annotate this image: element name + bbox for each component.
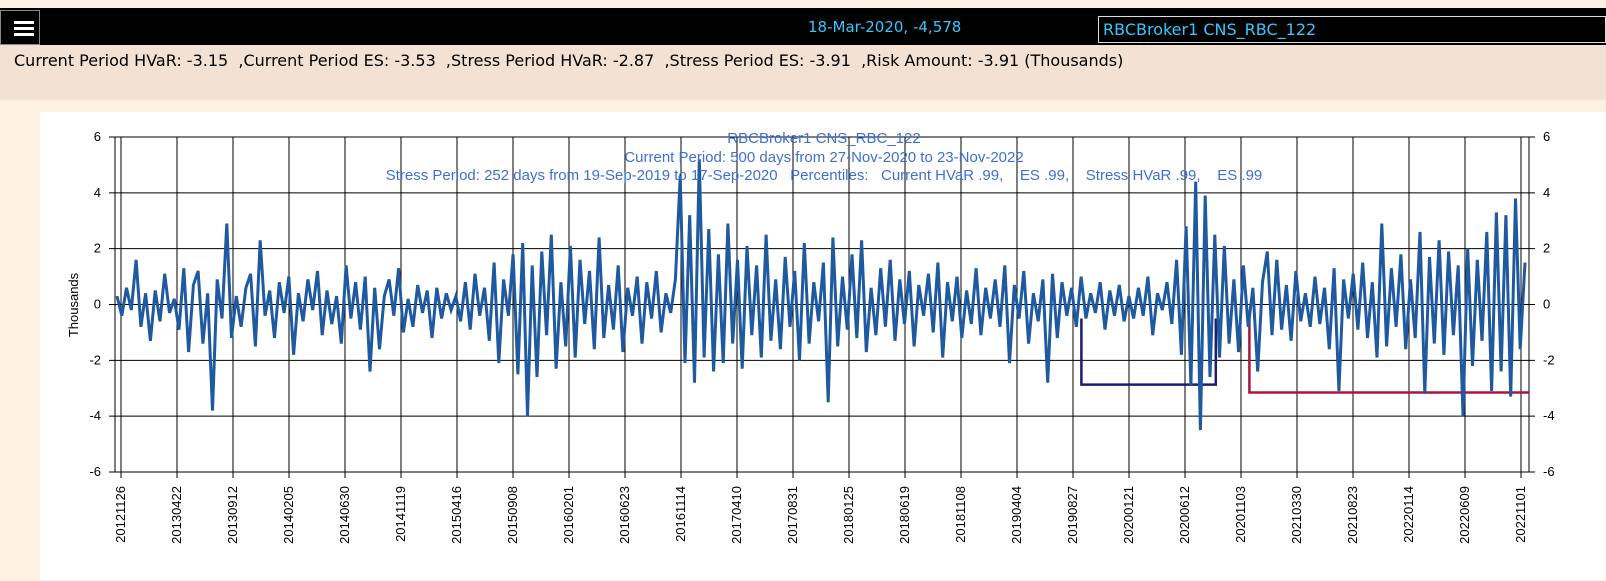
- y-tick-label-right: -6: [1543, 464, 1555, 479]
- chart-panel: 6 6 4 4 2 2 0 0 -2 -2 -4 -4 -6 -6 20121126 20130422 2013…: [40, 112, 1606, 580]
- x-tick-label: 20121126: [113, 486, 128, 543]
- y-tick-label: 6: [94, 129, 101, 144]
- x-tick-label: 20150416: [449, 486, 464, 544]
- series-line: [115, 159, 1527, 431]
- x-tick-label: 20200121: [1121, 486, 1136, 544]
- chart-selector-field[interactable]: RBCBroker1 CNS_RBC_122: [1098, 16, 1606, 43]
- y-tick-label-right: -4: [1543, 408, 1555, 423]
- risk-summary-bar: Current Period HVaR: -3.15 ,Current Peri…: [0, 45, 1606, 100]
- top-toolbar: 18-Mar-2020, -4,578 RBCBroker1 CNS_RBC_1…: [0, 8, 1606, 45]
- x-tick-label: 20180619: [897, 486, 912, 544]
- x-tick-label: 20160623: [617, 486, 632, 544]
- x-tick-label: 20160201: [561, 486, 576, 544]
- risk-summary-text: Current Period HVaR: -3.15 ,Current Peri…: [14, 51, 1124, 70]
- y-axis-label: Thousands: [66, 272, 81, 337]
- x-tick-label: 20130912: [225, 486, 240, 544]
- x-tick-label: 20201103: [1233, 486, 1248, 543]
- y-tick-label: 2: [94, 241, 101, 256]
- x-tick-label: 20220609: [1457, 486, 1472, 544]
- chart-svg: 6 6 4 4 2 2 0 0 -2 -2 -4 -4 -6 -6 20121126 20130422 2013…: [66, 129, 1555, 544]
- y-tick-label: -4: [89, 408, 101, 423]
- series-layer: [115, 159, 1527, 431]
- y-tick-label-right: -2: [1543, 352, 1555, 367]
- y-tick-label: -2: [89, 352, 101, 367]
- x-tick-label: 20170831: [785, 486, 800, 544]
- x-tick-label: 20180125: [841, 486, 856, 544]
- x-tick-label: 20150908: [505, 486, 520, 544]
- x-tick-label: 20210823: [1345, 486, 1360, 544]
- hamburger-menu-icon[interactable]: [0, 10, 40, 45]
- x-tick-label: 20170410: [729, 486, 744, 544]
- y-tick-label: -6: [89, 464, 101, 479]
- axis-layer: 6 6 4 4 2 2 0 0 -2 -2 -4 -4 -6 -6 20121126 20130422 2013…: [89, 129, 1554, 544]
- x-tick-label: 20220114: [1401, 486, 1416, 543]
- x-tick-label: 20140205: [281, 486, 296, 544]
- y-tick-label-right: 2: [1543, 241, 1550, 256]
- y-tick-label-right: 0: [1543, 297, 1550, 312]
- hover-value-readout: 18-Mar-2020, -4,578: [808, 18, 962, 36]
- y-tick-label-right: 4: [1543, 185, 1550, 200]
- x-tick-label: 20210330: [1289, 486, 1304, 544]
- y-tick-label: 4: [94, 185, 101, 200]
- stress-hvar-bracket: [1080, 318, 1218, 386]
- x-tick-label: 20190827: [1065, 486, 1080, 544]
- x-tick-label: 20161114: [673, 486, 688, 542]
- y-tick-label-right: 6: [1543, 129, 1550, 144]
- y-tick-label: 0: [94, 297, 101, 312]
- current-hvar-bracket: [1248, 318, 1529, 394]
- x-tick-label: 20190404: [1009, 486, 1024, 544]
- chart-title: RBCBroker1 CNS_RBC_122: [727, 130, 920, 147]
- chart-subtitle-2: Stress Period: 252 days from 19-Sep-2019…: [386, 167, 1263, 184]
- x-tick-label: 20221101: [1513, 486, 1528, 543]
- x-tick-label: 20140630: [337, 486, 352, 544]
- chart-subtitle-1: Current Period: 500 days from 27-Nov-202…: [624, 149, 1023, 166]
- var-brackets: [1080, 318, 1529, 394]
- x-tick-label: 20130422: [169, 486, 184, 544]
- x-tick-label: 20141119: [393, 486, 408, 542]
- x-tick-label: 20181108: [953, 486, 968, 543]
- x-tick-label: 20200612: [1177, 486, 1192, 544]
- plot-frame: [114, 136, 1530, 473]
